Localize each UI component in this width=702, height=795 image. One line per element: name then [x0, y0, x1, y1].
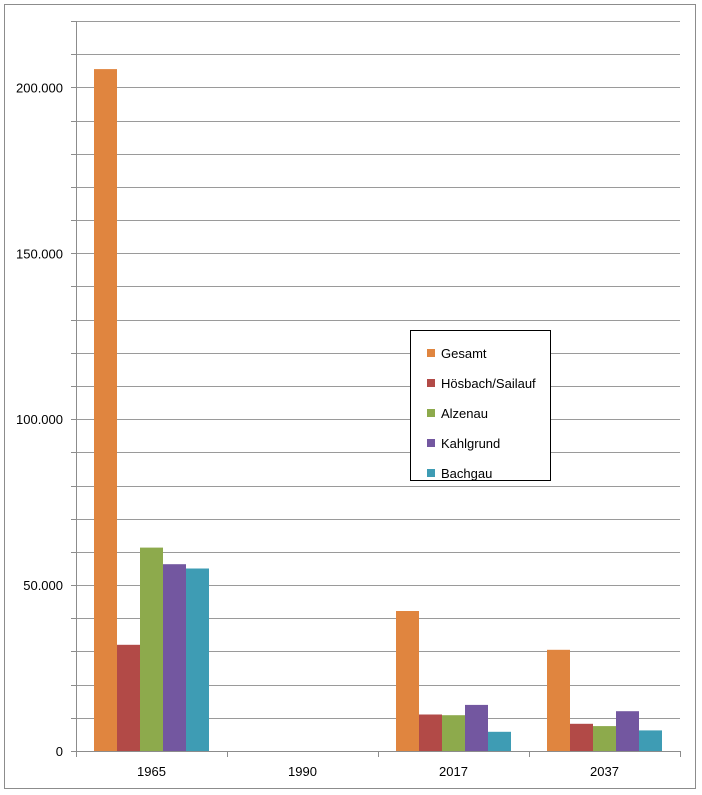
- legend-label: Hösbach/Sailauf: [441, 375, 536, 391]
- bar-h-sbach-sailauf-1965: [117, 644, 140, 751]
- y-tick-label: 0: [56, 744, 63, 759]
- legend-item: Hösbach/Sailauf: [411, 368, 550, 398]
- bar-h-sbach-sailauf-2037: [570, 723, 593, 751]
- y-tick-label: 50.000: [23, 578, 63, 593]
- y-tick-label: 150.000: [16, 246, 63, 261]
- y-tick-label: 100.000: [16, 412, 63, 427]
- legend-item: Alzenau: [411, 398, 550, 428]
- bar-alzenau-2037: [593, 726, 616, 751]
- legend-label: Alzenau: [441, 405, 488, 421]
- x-tick-label: 1990: [288, 764, 317, 779]
- x-tick-label: 2037: [590, 764, 619, 779]
- y-tick-label: 200.000: [16, 80, 63, 95]
- x-tick-label: 1965: [137, 764, 166, 779]
- bar-gesamt-2037: [547, 649, 570, 751]
- bar-kahlgrund-2017: [465, 704, 488, 751]
- legend-item: Kahlgrund: [411, 428, 550, 458]
- bar-kahlgrund-1965: [163, 564, 186, 751]
- bar-alzenau-1965: [140, 547, 163, 751]
- gridlines: [76, 21, 680, 719]
- legend-swatch: [427, 379, 435, 387]
- legend: Gesamt Hösbach/Sailauf Alzenau Kahlgrund Bac…: [410, 330, 551, 481]
- legend-label: Kahlgrund: [441, 435, 501, 451]
- bar-gesamt-1965: [94, 69, 117, 752]
- axes: [71, 21, 681, 757]
- bar-kahlgrund-2037: [616, 711, 639, 751]
- bar-gesamt-2017: [396, 611, 419, 751]
- bars: [94, 69, 662, 752]
- legend-item: Bachgau: [411, 458, 550, 488]
- bar-h-sbach-sailauf-2017: [419, 714, 442, 751]
- legend-swatch: [427, 349, 435, 357]
- chart-frame: [4, 4, 696, 789]
- legend-label: Gesamt: [441, 345, 487, 361]
- legend-swatch: [427, 469, 435, 477]
- legend-swatch: [427, 439, 435, 447]
- bar-bachgau-1965: [186, 568, 209, 751]
- bar-bachgau-2017: [488, 731, 511, 751]
- legend-swatch: [427, 409, 435, 417]
- bar-alzenau-2017: [442, 715, 465, 751]
- tick-labels: 0 50.000 100.000 150.000 200.000 1965 1990 2017…: [16, 80, 619, 779]
- legend-item: Gesamt: [411, 338, 550, 368]
- x-tick-label: 2017: [439, 764, 468, 779]
- bar-bachgau-2037: [639, 730, 662, 751]
- legend-label: Bachgau: [441, 465, 493, 481]
